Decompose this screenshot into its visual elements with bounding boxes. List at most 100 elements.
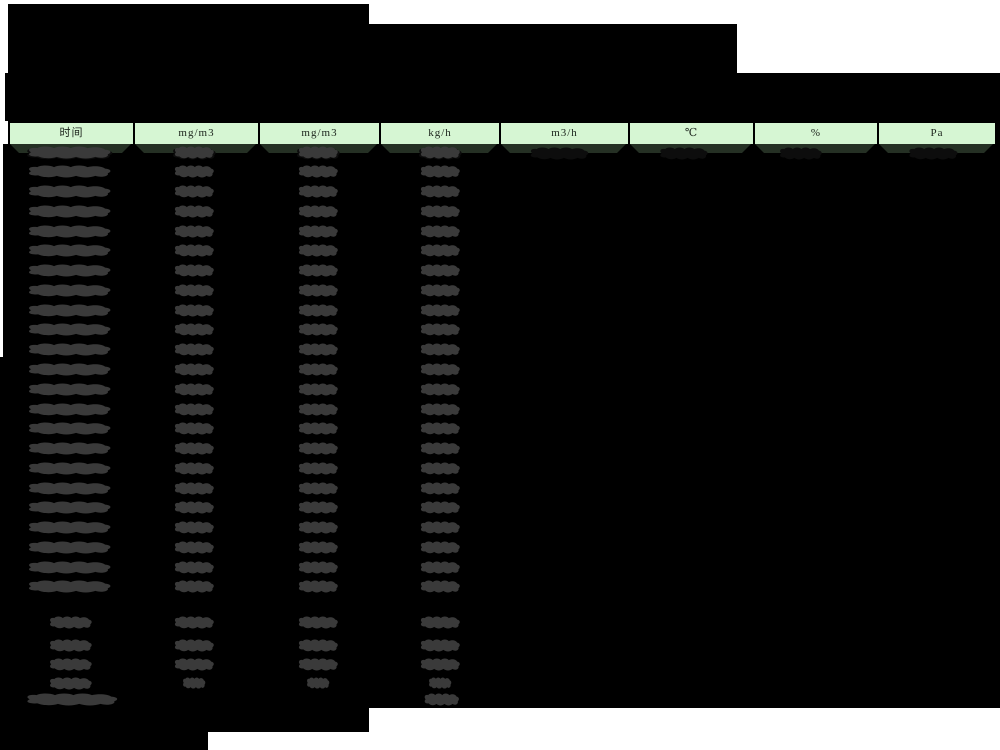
redacted-cell-value: [29, 462, 111, 475]
redacted-cell-value: [298, 185, 338, 198]
redacted-cell-value: [420, 225, 460, 238]
redacted-cell-value: [29, 383, 111, 396]
redacted-cell-value: [50, 616, 92, 629]
redacted-cell-value: [174, 658, 214, 671]
redacted-cell-value: [298, 343, 338, 356]
redacted-cell-value: [29, 205, 111, 218]
redacted-cell-value: [420, 165, 460, 178]
redacted-cell-value: [530, 147, 589, 160]
redacted-cell-value: [298, 521, 338, 534]
header-cell-unit-celsius: ℃: [628, 121, 755, 146]
redacted-left-margin-block: [0, 357, 3, 708]
redacted-cell-value: [660, 147, 708, 160]
redacted-cell-value: [298, 403, 338, 416]
redacted-cell-value: [174, 284, 214, 297]
header-right-filler: [995, 121, 1000, 144]
redacted-cell-value: [298, 383, 338, 396]
redacted-cell-value: [174, 442, 214, 455]
redacted-cell-value: [298, 165, 338, 178]
redacted-cell-value: [174, 185, 214, 198]
redacted-cell-value: [29, 501, 111, 514]
redacted-cell-value: [174, 165, 214, 178]
redacted-cell-value: [298, 422, 338, 435]
redacted-cell-value: [50, 677, 92, 690]
redacted-cell-value: [424, 693, 459, 706]
redacted-cell-value: [420, 284, 460, 297]
redacted-cell-value: [174, 383, 214, 396]
redacted-cell-value: [29, 244, 111, 257]
header-cell-unit-mgm3-1: mg/m3: [133, 121, 260, 146]
redacted-cell-value: [298, 304, 338, 317]
redacted-cell-value: [298, 323, 338, 336]
redacted-cell-value: [174, 541, 214, 554]
redacted-cell-value: [298, 580, 338, 593]
redacted-cell-value: [298, 363, 338, 376]
redacted-cell-value: [174, 561, 214, 574]
redacted-cell-value: [50, 658, 92, 671]
redacted-cell-value: [174, 501, 214, 514]
redacted-cell-value: [174, 146, 214, 159]
redacted-cell-value: [429, 677, 452, 689]
redacted-cell-value: [420, 205, 460, 218]
redacted-cell-value: [29, 146, 111, 159]
redacted-cell-value: [780, 147, 822, 160]
redacted-cell-value: [298, 244, 338, 257]
redacted-cell-value: [307, 677, 330, 689]
redacted-cell-value: [298, 616, 338, 629]
header-cell-unit-m3h: m3/h: [499, 121, 630, 146]
redacted-cell-value: [298, 501, 338, 514]
redacted-cell-value: [29, 284, 111, 297]
redacted-cell-value: [298, 658, 338, 671]
redacted-cell-value: [420, 501, 460, 514]
redacted-cell-value: [174, 343, 214, 356]
redacted-cell-value: [29, 422, 111, 435]
redacted-cell-value: [29, 561, 111, 574]
redacted-cell-value: [174, 363, 214, 376]
header-cell-time: 时间: [8, 121, 135, 146]
redacted-table-body: [3, 144, 1000, 708]
redacted-cell-value: [420, 422, 460, 435]
redacted-column-title-block: [5, 73, 1000, 121]
redacted-cell-value: [420, 462, 460, 475]
redacted-cell-value: [29, 264, 111, 277]
redacted-cell-value: [420, 658, 460, 671]
redacted-cell-value: [174, 580, 214, 593]
redacted-cell-value: [420, 343, 460, 356]
redacted-cell-value: [298, 561, 338, 574]
redacted-cell-value: [420, 146, 460, 159]
redacted-cell-value: [29, 323, 111, 336]
redacted-cell-value: [420, 580, 460, 593]
redacted-cell-value: [174, 304, 214, 317]
redacted-cell-value: [29, 225, 111, 238]
redacted-cell-value: [298, 284, 338, 297]
redacted-cell-value: [29, 403, 111, 416]
redacted-cell-value: [298, 225, 338, 238]
redacted-cell-value: [420, 521, 460, 534]
redacted-cell-value: [174, 264, 214, 277]
header-cell-unit-percent: %: [753, 121, 879, 146]
redacted-cell-value: [174, 521, 214, 534]
redacted-cell-value: [298, 442, 338, 455]
redacted-cell-value: [420, 561, 460, 574]
redacted-cell-value: [29, 541, 111, 554]
redacted-cell-value: [298, 146, 338, 159]
redacted-cell-value: [174, 482, 214, 495]
redacted-cell-value: [29, 343, 111, 356]
redacted-cell-value: [174, 462, 214, 475]
redacted-cell-value: [420, 185, 460, 198]
redacted-cell-value: [29, 304, 111, 317]
redacted-cell-value: [420, 323, 460, 336]
redacted-cell-value: [298, 541, 338, 554]
redacted-cell-value: [420, 482, 460, 495]
redacted-cell-value: [420, 244, 460, 257]
redacted-cell-value: [420, 383, 460, 396]
redacted-cell-value: [29, 442, 111, 455]
redacted-cell-value: [174, 639, 214, 652]
redacted-cell-value: [29, 482, 111, 495]
redacted-cell-value: [50, 639, 92, 652]
redacted-cell-value: [298, 462, 338, 475]
redacted-cell-value: [29, 580, 111, 593]
redacted-cell-value: [420, 541, 460, 554]
redacted-cell-value: [174, 244, 214, 257]
redacted-cell-value: [29, 521, 111, 534]
